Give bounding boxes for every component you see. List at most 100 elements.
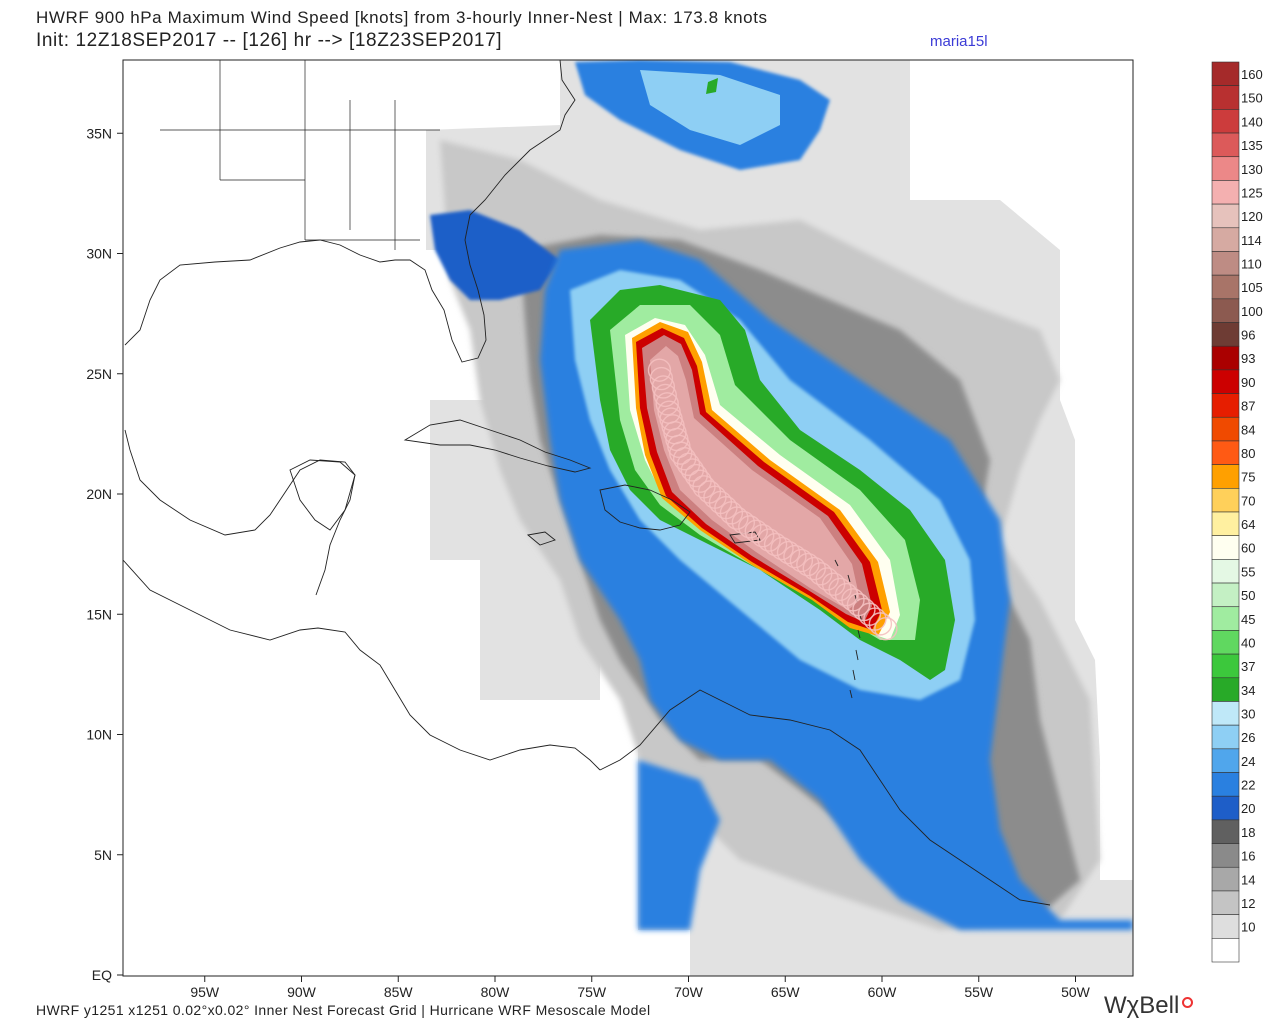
colorbar-label: 84 [1241,422,1255,437]
colorbar-swatch [1211,535,1240,560]
lon-tick-label: 65W [771,984,801,1000]
lon-tick-label: 80W [481,984,511,1000]
lat-tick-label: 10N [86,727,112,743]
track-eye-ring [796,552,820,577]
colorbar-swatch [1211,938,1240,963]
colorbar-swatch [1211,488,1240,513]
colorbar-swatch [1211,440,1240,465]
wind-speed-colorbar: 160 150 140 135 130 125 120 114 110 105 100 96 93 90 8… [1211,61,1263,963]
track-eye-ring [846,592,871,617]
colorbar-swatch [1211,653,1240,679]
colorbar-label: 93 [1241,351,1255,366]
lat-tick-label: 25N [86,366,112,382]
lon-tick-label: 55W [964,984,994,1000]
colorbar-swatch [1211,701,1240,726]
track-eye-ring [750,523,775,548]
colorbar-label: 87 [1241,399,1255,414]
storm-id-tag: maria15l [930,33,988,50]
colorbar-swatch [1211,369,1240,394]
colorbar-swatch [1211,843,1240,868]
colorbar-label: 110 [1241,257,1262,272]
florida-jet-blue [430,210,560,300]
track-eye-ring [647,358,672,382]
track-eye-ring [738,515,762,539]
colorbar-label: 140 [1241,114,1263,129]
colorbar-label: 105 [1241,280,1263,295]
storm-track [647,358,898,641]
track-eye-ring [783,544,807,569]
lesser-antilles [834,559,863,699]
us-east-coast [124,60,576,363]
map-frame [122,59,1134,977]
colorbar-label: 96 [1241,328,1255,343]
lat-tick-label: 15N [86,606,112,622]
colorbar-swatch [1211,914,1240,939]
colorbar-swatch [1211,677,1240,702]
colorbar-swatch [1211,274,1240,300]
init-time-label: Init: 12Z18SEP2017 -- [126] hr --> [18Z2… [36,30,503,51]
cuba [403,419,592,473]
wind-core-light [650,346,860,610]
track-eye-ring [757,528,781,552]
colorbar-label: 100 [1241,304,1263,319]
colorbar-label: 26 [1241,730,1255,745]
longitude-axis: 95W 90W 85W 80W 75W 70W 65W 60W 55W 50W [190,976,1091,1000]
track-eye-ring [770,536,794,561]
lon-tick-label: 70W [674,984,704,1000]
lon-tick-label: 60W [868,984,898,1000]
colorbar-label: 22 [1241,778,1255,793]
colorbar-label: 24 [1241,754,1255,769]
colorbar-swatch [1211,322,1240,347]
colorbar-swatch [1211,203,1240,229]
colorbar-label: 64 [1241,517,1255,532]
colorbar-swatch [1211,772,1240,797]
colorbar-swatch [1211,132,1240,158]
central-america-coast [123,559,601,771]
state-borders [160,60,440,250]
track-eye-ring [802,556,826,581]
colorbar-label: 45 [1241,612,1255,627]
colorbar-label: 50 [1241,588,1255,603]
track-eye-ring [649,366,674,391]
colorbar-label: 55 [1241,564,1255,579]
colorbar-label: 16 [1241,849,1255,864]
colorbar-label: 14 [1241,872,1255,887]
lon-tick-label: 85W [384,984,414,1000]
colorbar-swatch [1211,393,1240,418]
colorbar-label: 114 [1241,233,1262,248]
colorbar-swatch [1211,464,1240,489]
lat-tick-label: 20N [86,486,112,502]
colorbar-swatch [1211,748,1240,773]
track-eye-ring [653,383,677,408]
north-jet-core [706,78,718,94]
colorbar-label: 34 [1241,683,1255,698]
colorbar-swatch [1211,345,1240,371]
colorbar-label: 37 [1241,659,1255,674]
brand-logo: WχBell [1104,992,1194,1020]
colorbar-label: 18 [1241,825,1255,840]
track-eye-ring [789,548,814,573]
colorbar-label: 12 [1241,896,1255,911]
lon-tick-label: 95W [190,984,220,1000]
lat-tick-label: 35N [86,125,112,141]
colorbar-swatch [1211,559,1240,584]
colorbar-swatch [1211,251,1240,276]
track-eye-ring [763,532,788,557]
track-eye-ring [809,562,833,586]
colorbar-label: 40 [1241,635,1255,650]
colorbar-swatch [1211,61,1240,86]
colorbar-swatch [1211,890,1240,915]
colorbar-swatch [1211,511,1240,536]
coastlines [123,60,1051,906]
colorbar-swatch [1211,582,1240,608]
colorbar-label: 130 [1241,162,1263,177]
latitude-axis: 35N 30N 25N 20N 15N 10N 5N EQ [86,125,123,983]
track-eye-ring [744,519,768,543]
colorbar-swatch [1211,227,1240,252]
colorbar-label: 80 [1241,446,1255,461]
track-eye-ring [655,392,679,416]
colorbar-label: 90 [1241,375,1255,390]
chart-title: HWRF 900 hPa Maximum Wind Speed [knots] … [36,8,768,27]
south-america-coast [599,689,1051,906]
